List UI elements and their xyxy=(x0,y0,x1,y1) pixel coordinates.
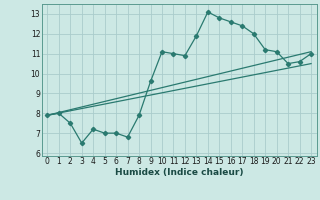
X-axis label: Humidex (Indice chaleur): Humidex (Indice chaleur) xyxy=(115,168,244,177)
